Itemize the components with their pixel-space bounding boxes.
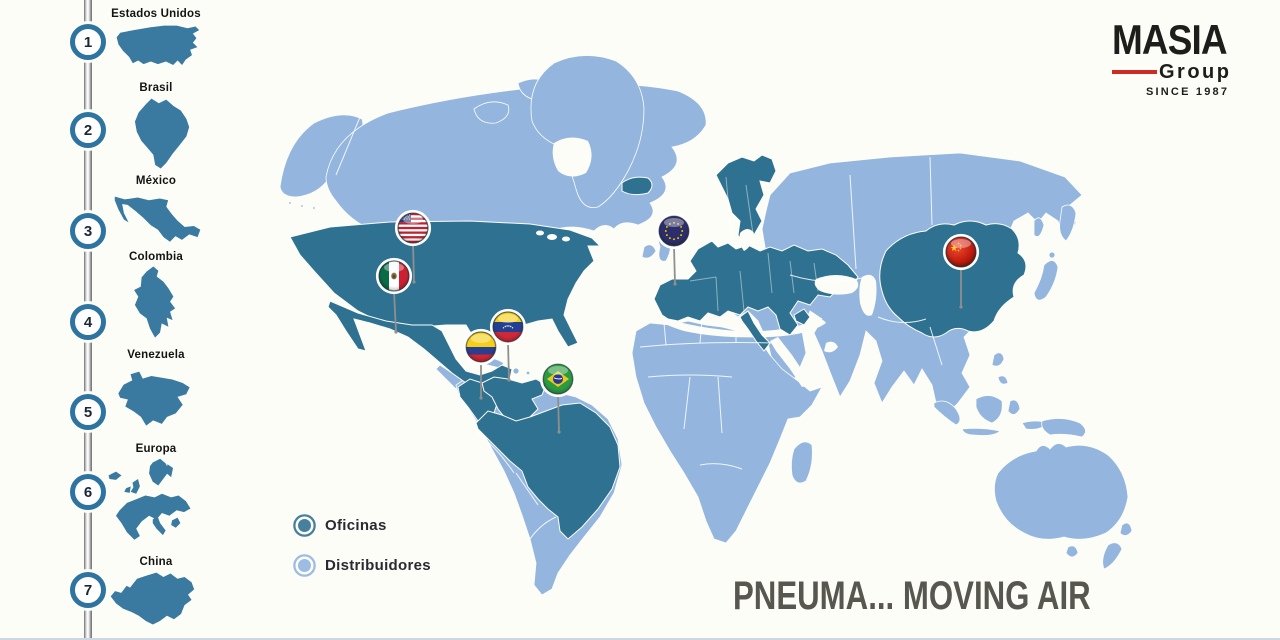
sidebar-label-china: China [139, 556, 173, 568]
europe-silhouette-icon [108, 458, 191, 540]
map-legend: Oficinas Distribuidores [292, 513, 431, 593]
legend-offices-row: Oficinas [292, 513, 431, 538]
tasmania [1065, 545, 1079, 558]
sidebar-label-venezuela: Venezuela [127, 349, 185, 361]
brand-red-bar [1112, 69, 1157, 74]
offices-marker-icon [298, 519, 311, 532]
africa [631, 320, 823, 544]
brand-name: MASIA [1112, 16, 1228, 63]
sakhalin [1033, 217, 1045, 238]
colombia-flag-pin[interactable] [462, 328, 500, 400]
italy [739, 310, 771, 352]
sidebar-number-6: 6 [70, 474, 106, 510]
eu-flag-pin[interactable] [655, 212, 693, 286]
scandinavia [715, 154, 777, 248]
sidebar-label-brasil: Brasil [139, 82, 173, 94]
red-sea [770, 337, 810, 387]
world-map: ★ [279, 55, 1133, 595]
seas [552, 137, 877, 387]
mexico-silhouette-icon [114, 196, 201, 242]
brazil-flag-pin[interactable] [539, 360, 577, 434]
great-lakes [536, 230, 570, 242]
tagline: PNEUMA... MOVING AIR [733, 574, 1091, 618]
usa-flag-pin[interactable] [394, 209, 432, 284]
ireland [641, 244, 657, 259]
new-guinea [1041, 418, 1086, 438]
sidebar-number-2: 2 [70, 112, 106, 148]
china-flag-pin[interactable]: ★ [942, 233, 980, 309]
madagascar [790, 441, 813, 484]
europe-borders [689, 176, 819, 312]
sidebar-number-7: 7 [70, 572, 106, 608]
iceland [621, 176, 653, 196]
brand-since: SINCE 1987 [1146, 85, 1230, 98]
persian-gulf [824, 341, 838, 353]
usa [289, 220, 602, 350]
greece [793, 308, 811, 326]
caspian-sea [859, 274, 877, 316]
mediterranean-sea [658, 317, 826, 338]
philippines [991, 352, 1009, 385]
offices-label: Oficinas [325, 517, 387, 534]
sidebar-label-europa: Europa [135, 443, 177, 455]
brazil [475, 402, 621, 540]
europe-seas [739, 229, 859, 295]
canada [325, 83, 707, 232]
new-zealand [1102, 522, 1133, 570]
venezuela-silhouette-icon [118, 371, 190, 426]
indonesia [933, 395, 1049, 436]
distributors-label: Distribuidores [325, 557, 431, 574]
hudson-bay [552, 137, 592, 177]
japan [1033, 260, 1059, 301]
venezuela [481, 376, 547, 424]
mexico-flag-pin[interactable] [375, 257, 413, 334]
sidebar-label-estados-unidos: Estados Unidos [111, 8, 201, 20]
baltic-sea [739, 229, 754, 251]
usa-silhouette-icon [116, 25, 200, 66]
sidebar-number-1: 1 [70, 24, 106, 60]
bottom-border [0, 638, 1280, 640]
brazil-silhouette-icon [134, 98, 190, 169]
country-borders [335, 116, 943, 546]
black-sea [814, 275, 859, 295]
sidebar-number-3: 3 [70, 213, 106, 249]
legend-distributors-row: Distribuidores [292, 553, 431, 578]
australia [994, 443, 1129, 540]
distributors-marker-icon [298, 559, 311, 572]
brand-group: Group [1159, 60, 1232, 83]
sidebar-label-mexico: México [135, 175, 177, 187]
venezuela-flag-pin[interactable] [489, 308, 527, 382]
colombia-silhouette-icon [134, 266, 176, 338]
sidebar-number-5: 5 [70, 394, 106, 430]
sidebar-label-colombia: Colombia [129, 251, 183, 263]
masia-group-logo: MASIA Group SINCE 1987 [1112, 16, 1262, 98]
china-silhouette-icon [110, 572, 195, 625]
sidebar-number-4: 4 [70, 304, 106, 340]
kamchatka [1059, 204, 1077, 242]
